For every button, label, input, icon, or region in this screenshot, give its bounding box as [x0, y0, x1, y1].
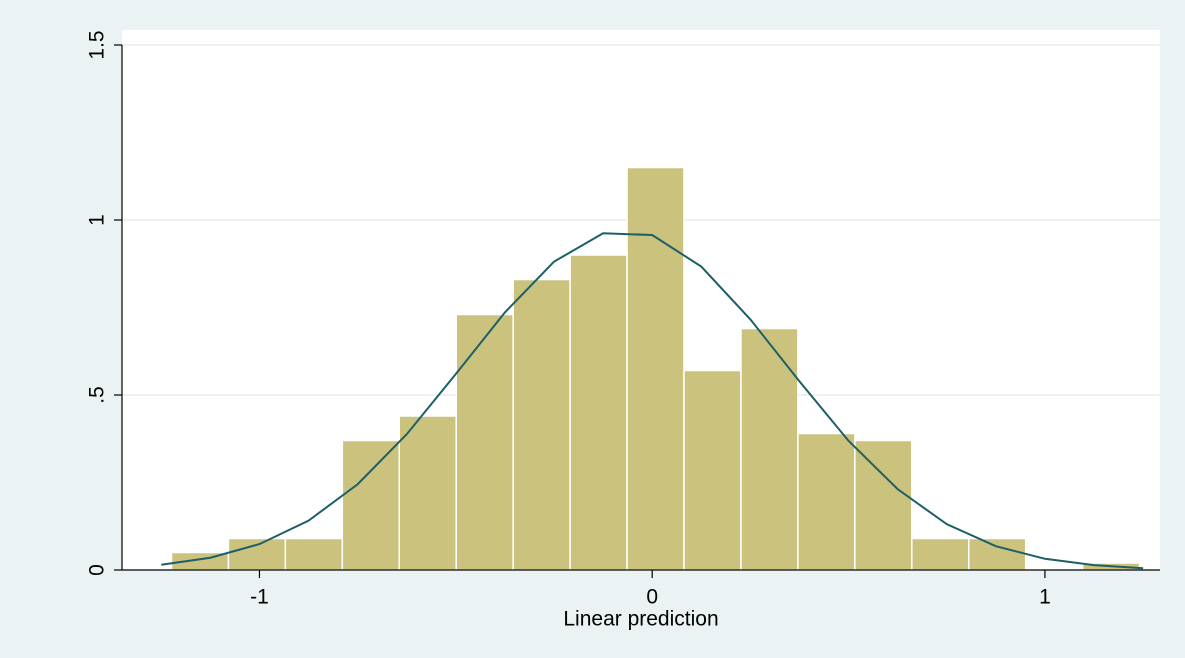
- x-tick-label: -1: [250, 586, 269, 609]
- bar: [512, 278, 571, 571]
- bar: [854, 439, 913, 571]
- bar: [967, 537, 1027, 571]
- bar: [683, 369, 742, 571]
- y-tick-label: 0: [86, 564, 109, 576]
- bar: [740, 327, 799, 571]
- bar: [911, 537, 970, 571]
- y-tick-label: 1: [86, 214, 109, 226]
- bar: [455, 313, 514, 571]
- bar: [227, 537, 287, 571]
- bar: [398, 415, 457, 571]
- x-tick-label: 0: [646, 586, 658, 609]
- bar: [569, 254, 628, 571]
- bar: [341, 439, 401, 571]
- bar: [626, 166, 685, 571]
- y-tick-label: 1.5: [86, 30, 109, 59]
- bar: [284, 537, 344, 571]
- x-axis-label: Linear prediction: [563, 608, 718, 631]
- y-tick-label: .5: [86, 386, 109, 404]
- density-curve: [161, 232, 1144, 570]
- bar: [797, 432, 856, 571]
- x-tick-label: 1: [1039, 586, 1051, 609]
